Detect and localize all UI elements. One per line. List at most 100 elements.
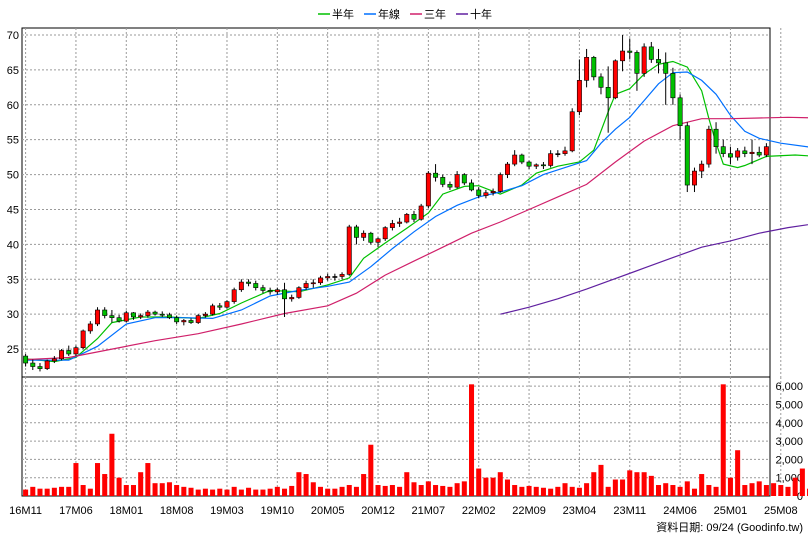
candle: [282, 282, 287, 317]
candle: [332, 273, 338, 281]
candle: [548, 150, 554, 168]
candle: [102, 307, 108, 319]
candle-body: [735, 150, 741, 158]
candle-body: [231, 289, 237, 302]
volume-bar: [641, 472, 647, 496]
ma-line-十年: [500, 224, 808, 315]
volume-bars: [23, 384, 808, 496]
volume-bar: [418, 485, 424, 496]
candle: [80, 329, 86, 350]
candle: [713, 122, 719, 154]
volume-tick-label: 6,000: [775, 381, 803, 393]
candle: [627, 38, 633, 60]
candle-body: [210, 305, 216, 315]
candle-body: [145, 311, 151, 316]
volume-bar: [763, 485, 769, 496]
x-tick-label: 25M01: [714, 505, 748, 517]
volume-bar: [59, 486, 65, 496]
volume-bar: [569, 486, 575, 496]
price-tick-label: 60: [7, 100, 19, 112]
volume-bar: [440, 485, 446, 496]
volume-bar: [195, 489, 201, 496]
x-tick-label: 21M07: [412, 505, 446, 517]
candle: [440, 174, 446, 188]
volume-bar: [37, 488, 43, 496]
volume-bar: [397, 486, 403, 496]
plot-frame: [21, 27, 771, 497]
volume-bar: [648, 475, 654, 496]
candle-body: [30, 362, 36, 367]
candle: [519, 153, 525, 165]
candle: [555, 150, 561, 158]
candle-body: [346, 226, 352, 275]
volume-bar: [23, 489, 29, 496]
candle: [109, 309, 115, 323]
volume-bar: [497, 472, 503, 496]
candle-body: [152, 311, 158, 315]
candle: [231, 287, 237, 304]
x-tick-label: 16M11: [9, 505, 42, 517]
volume-bar: [303, 474, 309, 496]
candle: [483, 189, 489, 199]
candle: [375, 237, 381, 248]
x-tick-label: 18M01: [109, 505, 143, 517]
volume-bar: [785, 486, 791, 496]
volume-bar: [109, 433, 115, 496]
candle-body: [353, 226, 359, 238]
candlestick-series: [23, 34, 769, 372]
candle-body: [641, 46, 647, 74]
candle-body: [202, 313, 208, 316]
candle-body: [224, 301, 230, 308]
candle: [95, 307, 100, 327]
candle-body: [425, 172, 431, 207]
volume-bar: [469, 384, 475, 496]
volume-bar: [476, 468, 482, 496]
candle: [648, 41, 654, 63]
candle-body: [749, 151, 755, 154]
volume-bar: [267, 488, 273, 496]
volume-bar: [102, 474, 108, 496]
candle: [73, 345, 79, 357]
chart-legend: 半年 年線 三年 十年: [318, 7, 492, 21]
volume-bar: [368, 444, 374, 496]
candle: [433, 164, 439, 182]
volume-bar: [691, 488, 697, 496]
candle: [353, 224, 359, 245]
volume-tick-label: 2,000: [775, 454, 803, 466]
x-tick-label: 23M11: [613, 505, 646, 517]
candle-body: [166, 314, 172, 318]
volume-bar: [296, 472, 302, 496]
candle-body: [692, 170, 697, 186]
price-tick-label: 55: [7, 135, 19, 147]
candle-body: [404, 214, 410, 223]
volume-bar: [605, 486, 611, 496]
candle: [87, 321, 93, 334]
volume-bar: [138, 472, 144, 496]
candle-body: [138, 315, 144, 318]
candle: [641, 43, 647, 77]
candle-body: [188, 320, 194, 323]
candle-body: [66, 350, 72, 355]
candle-body: [505, 163, 510, 175]
candle: [576, 59, 582, 116]
volume-bar: [95, 463, 101, 496]
x-tick-label: 20M12: [361, 505, 395, 517]
legend-item-annual: 年線: [364, 7, 400, 21]
candle: [361, 230, 367, 241]
candle: [533, 163, 539, 169]
candle-body: [706, 128, 712, 165]
candle: [44, 359, 50, 371]
candle: [289, 294, 295, 302]
volume-bar: [202, 488, 208, 496]
candle: [591, 55, 597, 81]
candle: [138, 313, 144, 320]
volume-bar: [720, 384, 726, 496]
candle-body: [267, 290, 273, 293]
legend-item-half-year: 半年: [318, 7, 354, 21]
volume-bar: [483, 477, 489, 496]
candle-body: [677, 97, 683, 127]
candle: [274, 287, 280, 295]
candle: [684, 122, 690, 193]
volume-bar: [181, 486, 187, 496]
